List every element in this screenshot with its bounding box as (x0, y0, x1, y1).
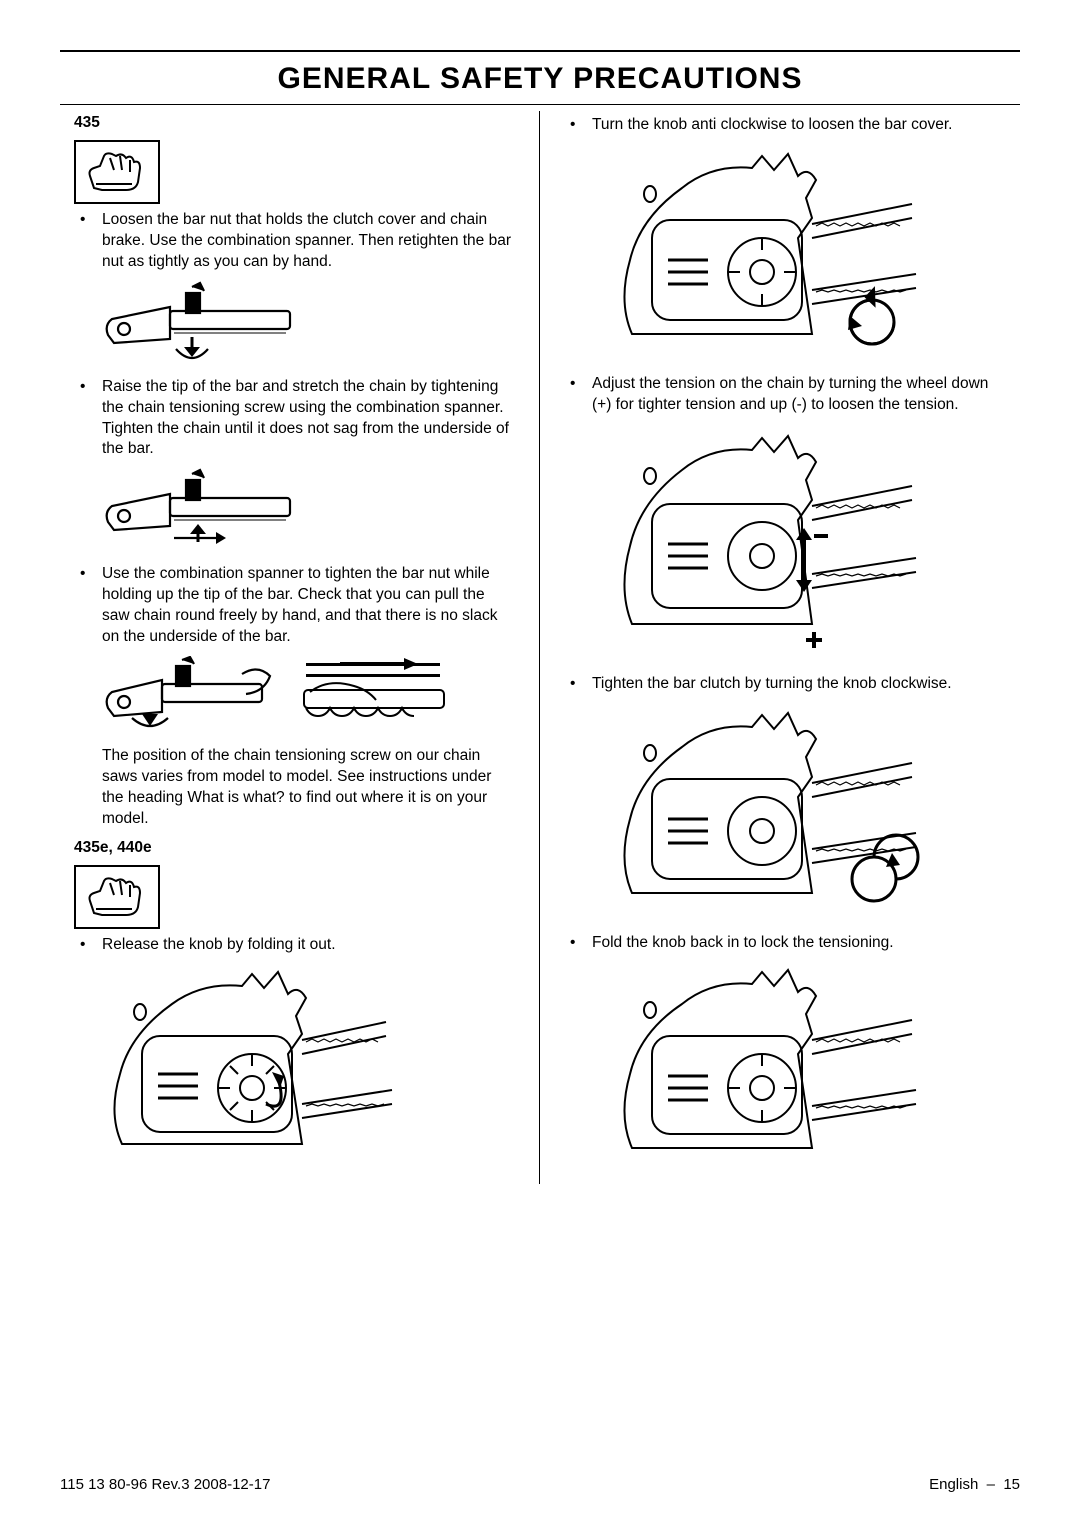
page-title: GENERAL SAFETY PRECAUTIONS (60, 56, 1020, 104)
illus-adjust-tension (612, 424, 1006, 664)
bullet-dot: • (564, 374, 592, 416)
glove-icon-box-2 (74, 865, 160, 929)
model-435-label: 435 (74, 113, 515, 134)
top-rule-thin (60, 104, 1020, 105)
footer-docid: 115 13 80-96 Rev.3 2008-12-17 (60, 1476, 270, 1493)
bullet-text: Use the combination spanner to tighten t… (102, 564, 515, 648)
illus-release-knob (102, 964, 515, 1174)
illus-tighten-clutch (612, 703, 1006, 923)
left-column: 435 • Loosen the bar nut that holds the … (60, 111, 540, 1184)
footer-page: English – 15 (929, 1476, 1020, 1493)
two-column-layout: 435 • Loosen the bar nut that holds the … (60, 111, 1020, 1184)
bullet-text: Adjust the tension on the chain by turni… (592, 374, 1006, 416)
bullet-dot: • (74, 564, 102, 648)
right-bullet-3: • Tighten the bar clutch by turning the … (564, 674, 1006, 695)
bullet-text: Tighten the bar clutch by turning the kn… (592, 674, 1006, 695)
bullet-text: Turn the knob anti clockwise to loosen t… (592, 115, 1006, 136)
left-paragraph: The position of the chain tensioning scr… (102, 746, 515, 830)
page-footer: 115 13 80-96 Rev.3 2008-12-17 English – … (60, 1476, 1020, 1493)
bullet-text: Release the knob by folding it out. (102, 935, 515, 956)
footer-pagenum: 15 (1003, 1476, 1020, 1493)
bullet-dot: • (564, 115, 592, 136)
right-bullet-4: • Fold the knob back in to lock the tens… (564, 933, 1006, 954)
right-bullet-2: • Adjust the tension on the chain by tur… (564, 374, 1006, 416)
bullet-text: Loosen the bar nut that holds the clutch… (102, 210, 515, 273)
illus-tension-chain (102, 468, 515, 554)
glove-icon (82, 873, 152, 921)
bullet-text: Raise the tip of the bar and stretch the… (102, 377, 515, 461)
bullet-dot: • (74, 210, 102, 273)
glove-icon-box (74, 140, 160, 204)
bullet-dot: • (74, 377, 102, 461)
bullet-text: Fold the knob back in to lock the tensio… (592, 933, 1006, 954)
glove-icon (82, 148, 152, 196)
right-column: • Turn the knob anti clockwise to loosen… (540, 111, 1020, 1184)
bullet-dot: • (74, 935, 102, 956)
bullet-dot: • (564, 933, 592, 954)
illus-loosen-cover (612, 144, 1006, 364)
model-435e-440e-label: 435e, 440e (74, 838, 515, 859)
left-bullet-3: • Use the combination spanner to tighten… (74, 564, 515, 648)
left-bullet-2: • Raise the tip of the bar and stretch t… (74, 377, 515, 461)
illus-tighten-barnut (102, 656, 515, 736)
bullet-dot: • (564, 674, 592, 695)
illus-fold-knob (612, 962, 1006, 1172)
left-bullet-1: • Loosen the bar nut that holds the clut… (74, 210, 515, 273)
illus-loosen-barnut (102, 281, 515, 367)
footer-lang: English (929, 1476, 978, 1493)
right-bullet-1: • Turn the knob anti clockwise to loosen… (564, 115, 1006, 136)
left-bullet-4: • Release the knob by folding it out. (74, 935, 515, 956)
top-rule-thick (60, 50, 1020, 52)
